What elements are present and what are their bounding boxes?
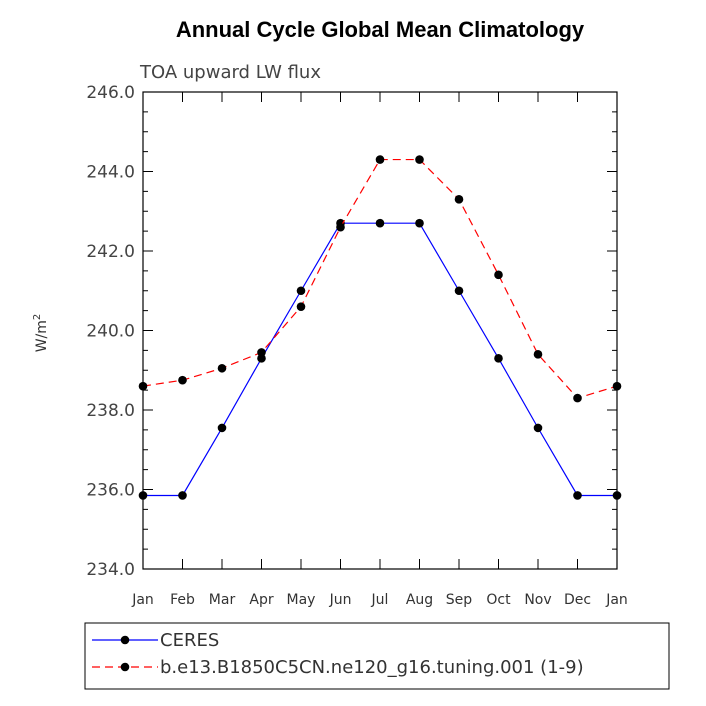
data-point xyxy=(257,354,266,363)
x-tick-label: Apr xyxy=(249,592,273,608)
data-point xyxy=(415,218,424,228)
data-point xyxy=(415,155,424,164)
data-point xyxy=(612,491,622,500)
chart-subtitle: TOA upward LW flux xyxy=(139,62,321,83)
series-line-1 xyxy=(143,222,617,497)
series-line-2 xyxy=(142,158,618,399)
data-point xyxy=(296,286,306,296)
x-tick-label: Jan xyxy=(605,592,628,608)
y-tick-label: 242.0 xyxy=(86,242,135,262)
data-point xyxy=(494,270,503,280)
data-point xyxy=(296,302,306,311)
data-point xyxy=(494,354,503,363)
data-point xyxy=(533,350,543,359)
legend-marker-1 xyxy=(120,635,130,645)
legend-label-1: CERES xyxy=(160,630,219,651)
x-tick-label: May xyxy=(287,592,316,608)
x-tick-label: Mar xyxy=(209,592,236,608)
legend: CERES b.e13.B1850C5CN.ne120_g16.tuning.00… xyxy=(84,622,670,690)
x-tick-label: Feb xyxy=(170,592,195,608)
data-point xyxy=(454,286,464,296)
data-point xyxy=(612,381,622,391)
x-tick-label: Sep xyxy=(446,592,473,608)
legend-label-2: b.e13.B1850C5CN.ne120_g16.tuning.001 (1-… xyxy=(160,657,584,678)
data-point xyxy=(573,491,582,500)
legend-marker-2 xyxy=(120,662,130,672)
y-axis-label-base: W/m xyxy=(34,320,50,352)
data-point xyxy=(533,423,543,433)
data-point xyxy=(138,381,148,391)
y-tick-label: 240.0 xyxy=(86,322,135,342)
x-tick-label: Jan xyxy=(131,592,154,608)
x-tick-label: Dec xyxy=(564,592,591,608)
plot-area: 234.0 236.0 238.0 240.0 242.0 244.0 246.0 Jan Fe… xyxy=(86,83,627,608)
legend-box xyxy=(84,622,670,690)
data-point xyxy=(138,491,148,500)
data-point xyxy=(217,363,227,373)
y-axis-label-superscript: 2 xyxy=(32,314,43,320)
data-point xyxy=(257,348,266,357)
data-point xyxy=(375,218,385,228)
data-point xyxy=(573,393,582,403)
y-tick-label: 234.0 xyxy=(86,560,135,580)
data-point xyxy=(217,423,227,433)
y-tick-label: 236.0 xyxy=(86,481,135,501)
y-tick-label: 246.0 xyxy=(86,83,135,103)
x-tick-label: Aug xyxy=(406,592,433,608)
chart-title: Annual Cycle Global Mean Climatology xyxy=(176,17,585,42)
data-point xyxy=(336,222,345,232)
data-point xyxy=(454,195,464,204)
x-tick-label: Oct xyxy=(486,592,511,608)
data-point xyxy=(178,375,187,385)
y-axis-label: W/m2 xyxy=(32,314,50,353)
data-point xyxy=(178,491,187,500)
x-tick-label: Nov xyxy=(524,592,551,608)
data-point xyxy=(375,155,385,164)
x-tick-label: Jul xyxy=(371,592,389,608)
y-tick-label: 244.0 xyxy=(86,163,135,183)
x-tick-label: Jun xyxy=(329,592,352,608)
y-tick-label: 238.0 xyxy=(86,401,135,421)
